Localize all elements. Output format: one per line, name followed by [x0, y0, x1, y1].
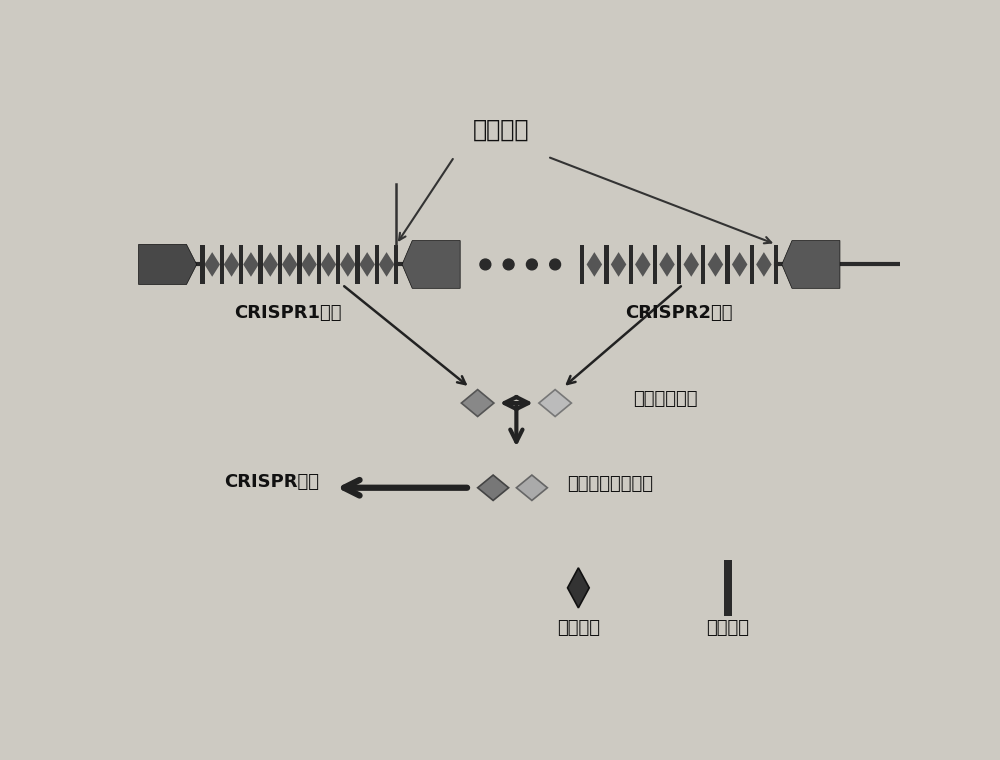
- Circle shape: [526, 259, 537, 270]
- Bar: [701, 245, 705, 283]
- Polygon shape: [756, 252, 772, 277]
- Bar: [580, 245, 584, 283]
- Circle shape: [503, 259, 514, 270]
- Text: 最新间隔序列组合: 最新间隔序列组合: [567, 475, 653, 493]
- Bar: [724, 560, 732, 616]
- Polygon shape: [659, 252, 675, 277]
- Polygon shape: [461, 390, 494, 416]
- Bar: [258, 245, 263, 283]
- Polygon shape: [539, 390, 571, 416]
- Polygon shape: [708, 252, 723, 277]
- Polygon shape: [359, 252, 375, 277]
- Polygon shape: [321, 252, 336, 277]
- Polygon shape: [379, 252, 394, 277]
- Bar: [604, 245, 609, 283]
- Bar: [317, 245, 321, 283]
- Text: 重复序列: 重复序列: [706, 619, 749, 637]
- Text: CRISPR2位点: CRISPR2位点: [625, 304, 733, 322]
- Polygon shape: [478, 475, 509, 500]
- Bar: [375, 245, 379, 283]
- Circle shape: [480, 259, 491, 270]
- Bar: [750, 245, 754, 283]
- Polygon shape: [568, 568, 589, 608]
- Text: 前导序列: 前导序列: [473, 118, 529, 141]
- Text: CRISPR型别: CRISPR型别: [224, 473, 319, 491]
- Polygon shape: [139, 245, 197, 284]
- Bar: [336, 245, 340, 283]
- Circle shape: [550, 259, 561, 270]
- Polygon shape: [224, 252, 239, 277]
- Bar: [629, 245, 633, 283]
- Polygon shape: [243, 252, 259, 277]
- Bar: [297, 245, 302, 283]
- Bar: [394, 245, 398, 283]
- Text: 最新间隔序列: 最新间隔序列: [633, 390, 697, 408]
- Polygon shape: [732, 252, 747, 277]
- Polygon shape: [587, 252, 602, 277]
- Bar: [200, 245, 205, 283]
- Polygon shape: [204, 252, 220, 277]
- Bar: [677, 245, 681, 283]
- Polygon shape: [301, 252, 317, 277]
- Bar: [239, 245, 243, 283]
- Bar: [774, 245, 778, 283]
- Text: CRISPR1位点: CRISPR1位点: [234, 304, 342, 322]
- Polygon shape: [263, 252, 278, 277]
- Polygon shape: [340, 252, 356, 277]
- Polygon shape: [516, 475, 547, 500]
- Bar: [278, 245, 282, 283]
- Polygon shape: [782, 241, 840, 288]
- Polygon shape: [683, 252, 699, 277]
- Polygon shape: [402, 241, 460, 288]
- Polygon shape: [282, 252, 297, 277]
- Polygon shape: [611, 252, 626, 277]
- Bar: [355, 245, 360, 283]
- Polygon shape: [635, 252, 651, 277]
- Text: 间隔序列: 间隔序列: [557, 619, 600, 637]
- Bar: [725, 245, 730, 283]
- Bar: [220, 245, 224, 283]
- Bar: [653, 245, 657, 283]
